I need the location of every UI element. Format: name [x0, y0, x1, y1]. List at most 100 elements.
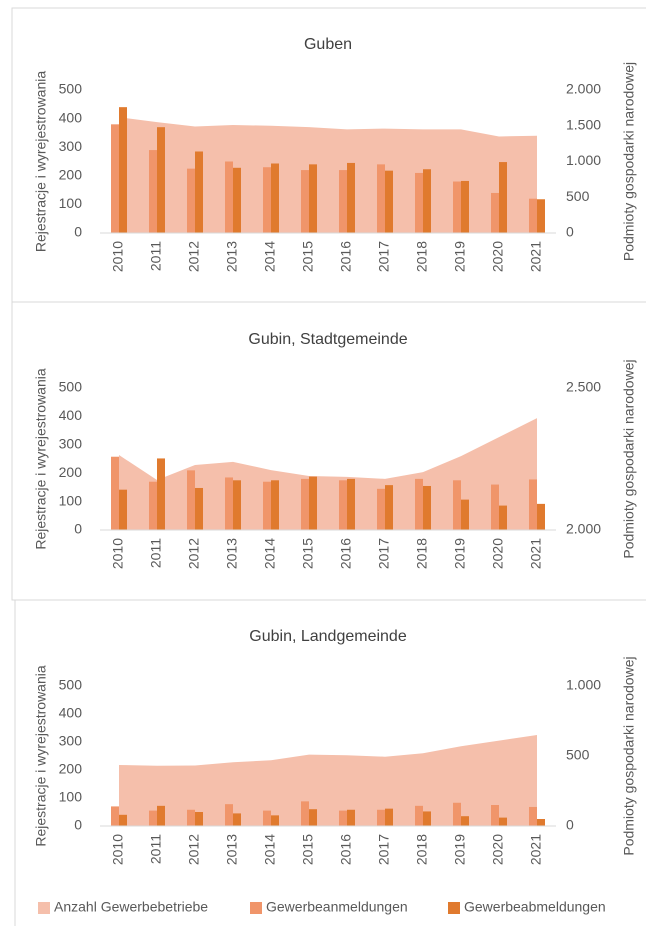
bar: [499, 817, 507, 826]
y-tick-label: 300: [59, 436, 83, 452]
bar: [347, 478, 355, 530]
y-tick-label: 400: [59, 407, 83, 423]
bar: [453, 181, 461, 233]
x-tick-label: 2013: [224, 538, 240, 569]
y-tick-label: 300: [59, 733, 83, 749]
x-tick-label: 2012: [186, 538, 202, 569]
y2-tick-label: 2.000: [566, 81, 601, 97]
x-tick-label: 2012: [186, 834, 202, 865]
bar: [339, 170, 347, 233]
bar: [461, 180, 469, 233]
y-tick-label: 100: [59, 492, 83, 508]
x-tick-label: 2010: [110, 834, 126, 865]
y2-tick-label: 1.500: [566, 116, 601, 132]
x-tick-label: 2021: [528, 241, 544, 272]
x-tick-label: 2018: [414, 538, 430, 569]
x-tick-label: 2021: [528, 538, 544, 569]
bar: [263, 810, 271, 826]
bar: [187, 809, 195, 826]
y2-tick-label: 2.500: [566, 379, 601, 395]
y2-axis-label: Podmioty gospodarki narodowej: [621, 359, 637, 558]
x-tick-label: 2015: [300, 538, 316, 569]
y2-tick-label: 500: [566, 747, 590, 763]
bar: [461, 816, 469, 826]
x-tick-label: 2011: [148, 241, 164, 271]
x-tick-label: 2015: [300, 241, 316, 272]
x-tick-label: 2012: [186, 241, 202, 272]
bar: [149, 810, 157, 826]
bar: [309, 476, 317, 530]
legend-label: Gewerbeanmeldungen: [266, 899, 408, 915]
y-tick-label: 0: [74, 817, 82, 833]
legend-label: Anzahl Gewerbebetriebe: [54, 899, 208, 915]
bar: [537, 819, 545, 826]
y2-axis-label: Podmioty gospodarki narodowej: [621, 62, 637, 261]
x-tick-label: 2018: [414, 834, 430, 865]
bar: [157, 458, 165, 530]
y-axis-label: Rejestracje i wyrejestrowania: [33, 368, 49, 550]
y2-tick-label: 0: [566, 224, 574, 240]
bar: [309, 164, 317, 233]
bar: [499, 162, 507, 233]
bar: [233, 480, 241, 530]
bar: [453, 480, 461, 530]
chart-title: Guben: [304, 36, 352, 53]
y-tick-label: 0: [74, 224, 82, 240]
x-tick-label: 2019: [452, 538, 468, 569]
y-tick-label: 200: [59, 464, 83, 480]
area: [119, 117, 537, 233]
x-tick-label: 2020: [490, 834, 506, 865]
x-tick-label: 2020: [490, 241, 506, 272]
x-tick-label: 2016: [338, 241, 354, 272]
bar: [415, 478, 423, 530]
y-tick-label: 400: [59, 705, 83, 721]
y-tick-label: 0: [74, 521, 82, 537]
x-tick-label: 2017: [376, 241, 392, 272]
x-tick-label: 2020: [490, 538, 506, 569]
y2-tick-label: 500: [566, 188, 590, 204]
bar: [423, 169, 431, 233]
bar: [195, 487, 203, 530]
bar: [415, 172, 423, 233]
bar: [271, 480, 279, 530]
bar: [309, 809, 317, 826]
bar: [537, 503, 545, 530]
area: [119, 735, 537, 826]
bar: [111, 124, 119, 233]
bar: [491, 192, 499, 233]
bar: [491, 484, 499, 530]
x-tick-label: 2010: [110, 241, 126, 272]
bar: [385, 170, 393, 233]
y-tick-label: 200: [59, 167, 83, 183]
bar: [339, 480, 347, 530]
area: [119, 418, 537, 530]
y2-tick-label: 1.000: [566, 677, 601, 693]
legend-swatch: [38, 902, 50, 914]
y2-tick-label: 2.000: [566, 521, 601, 537]
bar: [423, 485, 431, 530]
bar: [111, 456, 119, 530]
bar: [461, 499, 469, 530]
bar: [111, 806, 119, 826]
y-tick-label: 500: [59, 81, 83, 97]
legend-swatch: [250, 902, 262, 914]
x-tick-label: 2017: [376, 538, 392, 569]
bar: [157, 127, 165, 233]
bar: [157, 805, 165, 826]
bar: [195, 151, 203, 233]
x-tick-label: 2019: [452, 834, 468, 865]
bar: [233, 167, 241, 233]
bar: [377, 164, 385, 233]
y2-tick-label: 1.000: [566, 152, 601, 168]
bar: [529, 806, 537, 826]
bar: [225, 804, 233, 826]
x-tick-label: 2013: [224, 834, 240, 865]
x-tick-label: 2017: [376, 834, 392, 865]
bar: [347, 809, 355, 826]
y-tick-label: 200: [59, 761, 83, 777]
x-tick-label: 2014: [262, 538, 278, 569]
x-tick-label: 2013: [224, 241, 240, 272]
legend-label: Gewerbeabmeldungen: [464, 899, 606, 915]
bar: [119, 814, 127, 826]
